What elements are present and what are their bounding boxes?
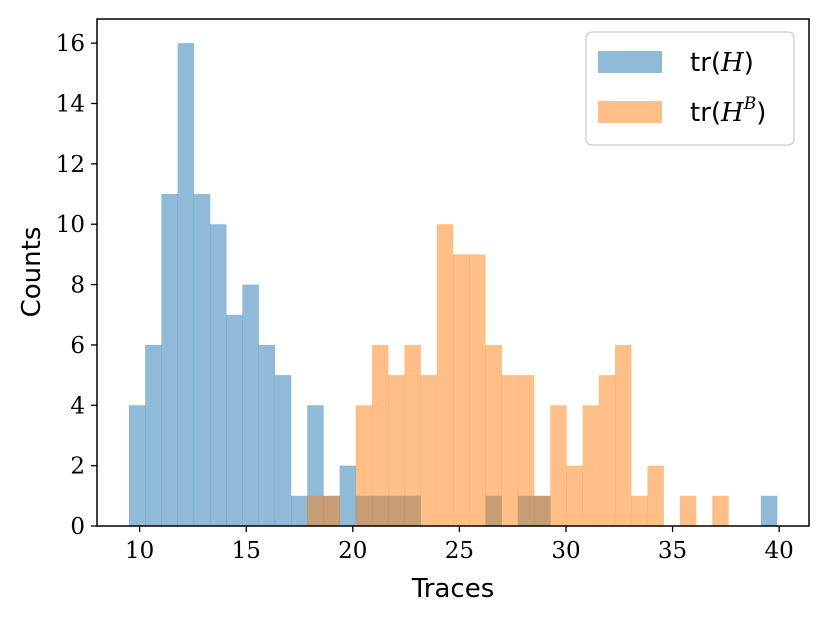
x-tick-label: 20: [338, 538, 367, 564]
histogram-bar-tr-hb-19: [631, 495, 648, 526]
legend: tr(H) tr(HB): [585, 31, 795, 146]
x-tick-label: 25: [445, 538, 474, 564]
histogram-bar-tr-h-9: [274, 375, 292, 526]
histogram-bar-tr-h-21: [760, 495, 778, 526]
x-tick-label: 15: [232, 538, 261, 564]
histogram-bar-tr-hb-11: [501, 375, 519, 526]
histogram-bar-tr-hb-20: [647, 465, 664, 526]
legend-label: tr(HB): [690, 94, 766, 128]
y-tick-label: 14: [56, 92, 85, 118]
histogram-bar-tr-hb-4: [388, 375, 405, 526]
histogram-bar-tr-h-4: [193, 194, 211, 527]
histogram-bar-tr-h-6: [226, 314, 243, 526]
histogram-bar-tr-hb-3: [371, 344, 389, 526]
bars-layer: [128, 43, 778, 527]
legend-swatch: [598, 101, 662, 123]
x-axis-title: Traces: [411, 574, 495, 604]
histogram-bar-tr-hb-13: [534, 495, 551, 526]
histogram-bar-tr-hb-1: [323, 495, 340, 526]
histogram-bar-tr-hb-6: [420, 375, 438, 526]
histogram-bar-tr-hb-12: [517, 375, 535, 526]
y-tick-label: 2: [70, 454, 85, 480]
y-tick-label: 4: [70, 393, 85, 419]
histogram-bar-tr-hb-21: [679, 495, 697, 526]
histogram-bar-tr-h-5: [209, 224, 227, 526]
y-tick-label: 0: [70, 514, 85, 540]
x-tick-label: 10: [125, 538, 154, 564]
x-tick-label: 35: [658, 538, 687, 564]
histogram-bar-tr-h-0: [128, 405, 146, 526]
y-tick-label: 12: [56, 152, 85, 178]
x-tick-label: 40: [765, 538, 794, 564]
legend-swatch: [598, 51, 662, 73]
x-tick-label: 30: [551, 538, 580, 564]
histogram-bar-tr-h-10: [290, 495, 308, 526]
histogram-bar-tr-hb-8: [453, 254, 470, 526]
histogram-bar-tr-hb-10: [485, 344, 502, 526]
axis-ticks: 10 15 20 25 30 35 40 0 2 4 6 8 10 12 14 16: [56, 31, 794, 564]
histogram-bar-tr-hb-22: [712, 495, 729, 526]
histogram-bar-tr-h-8: [258, 344, 276, 526]
y-tick-label: 16: [56, 31, 85, 57]
histogram-bar-tr-hb-5: [404, 344, 421, 526]
y-tick-label: 6: [70, 333, 85, 359]
histogram-bar-tr-hb-0: [307, 495, 324, 526]
histogram-bar-tr-hb-7: [436, 224, 454, 526]
histogram-bar-tr-hb-18: [615, 344, 632, 526]
histogram-bar-tr-hb-2: [355, 405, 373, 526]
y-tick-label: 10: [56, 212, 85, 238]
histogram-bar-tr-h-1: [145, 344, 162, 526]
histogram-bar-tr-h-2: [161, 194, 178, 527]
histogram-bar-tr-hb-16: [582, 405, 600, 526]
histogram-bar-tr-hb-15: [566, 465, 583, 526]
legend-label: tr(H): [690, 48, 754, 78]
plot-frame: [96, 18, 810, 527]
y-axis-title: Counts: [17, 227, 47, 318]
histogram-bar-tr-hb-17: [598, 375, 616, 526]
histogram-bar-tr-hb-9: [469, 254, 486, 526]
histogram-bar-tr-hb-14: [550, 405, 567, 526]
y-tick-label: 8: [70, 273, 85, 299]
histogram-bar-tr-h-7: [242, 284, 259, 526]
histogram-bar-tr-h-13: [339, 465, 357, 526]
histogram-bar-tr-h-3: [177, 43, 195, 526]
